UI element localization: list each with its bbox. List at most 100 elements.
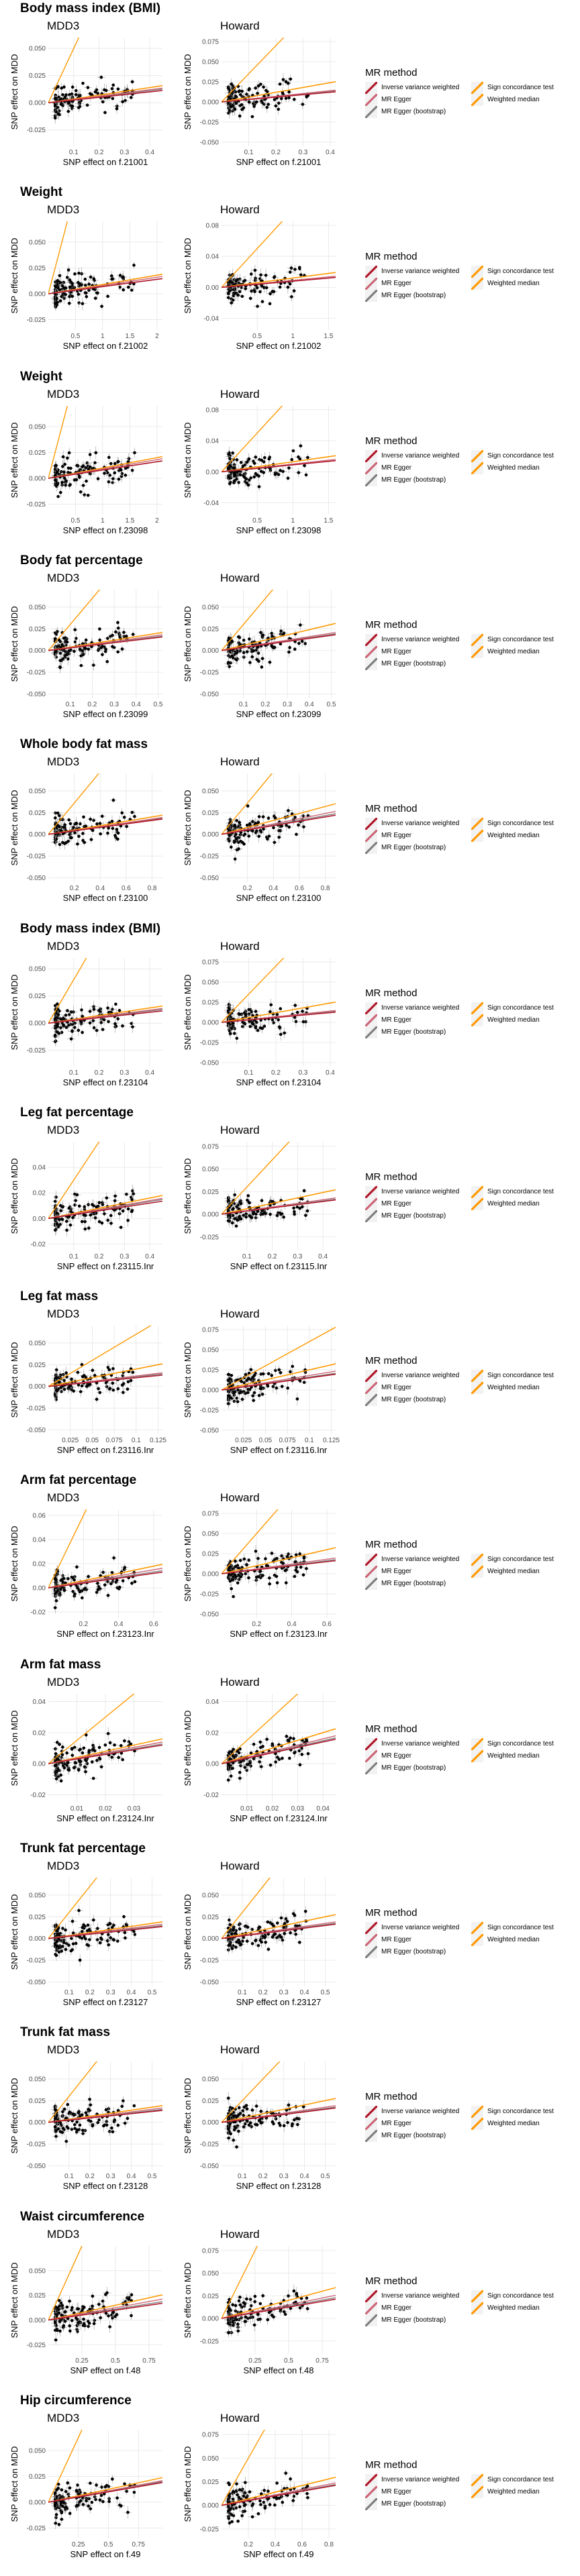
snp-point [292,1732,295,1746]
x-axis-label: SNP effect on f.23116.Inr [230,1445,328,1455]
x-tick-label: 0.25 [72,2541,85,2548]
snp-point [70,282,75,286]
snp-point [225,294,232,301]
snp-point [92,88,99,96]
mr-line-ivw [222,2484,336,2506]
x-tick-label: 0.5 [321,2173,330,2180]
snp-point [236,1216,239,1224]
snp-point [103,1743,107,1748]
x-tick-label: 0.05 [259,1437,273,1444]
snp-point [236,1009,242,1020]
snp-point [230,2135,238,2145]
x-tick-label: 0.2 [271,1069,281,1077]
snp-point [226,1391,230,1401]
legend-title: MR method [365,2459,418,2471]
snp-point [260,299,265,304]
legend-swatch [365,474,377,486]
snp-point [256,2489,266,2499]
snp-point [75,1905,83,1916]
legend-item-label: Inverse variance weighted [381,1556,460,1563]
x-tick-label: 0.3 [298,1069,307,1077]
snp-point [280,629,287,637]
snp-point [131,447,138,458]
panel-title: MDD3 [47,2412,79,2424]
legend-item-label: MR Egger [381,2120,412,2127]
y-tick-label: 0.050 [29,1340,46,1347]
snp-point [64,2135,69,2148]
snp-point [260,1023,264,1034]
snp-point [121,2118,130,2128]
panel-title: Howard [220,388,260,400]
x-tick-label: 0.1 [305,1437,314,1444]
y-axis-label: SNP effect on MDD [9,1342,19,1418]
snp-point [234,476,240,482]
legend-swatch [471,2302,483,2314]
snp-point [122,813,126,822]
snp-point [273,1556,281,1561]
legend-item-label: Weighted median [487,1384,540,1391]
snp-point [299,99,307,109]
legend-swatch [365,278,377,290]
snp-point [276,470,281,479]
snp-point [115,650,121,654]
snp-point [256,1756,263,1768]
y-tick-label: 0.050 [29,2267,46,2275]
snp-point [109,1388,117,1392]
snp-point [69,1937,74,1940]
snp-point [258,1925,261,1929]
x-tick-label: 0.125 [150,1437,166,1444]
snp-point [116,830,120,836]
y-tick-label: 0.00 [206,1761,220,1768]
snp-point [277,2496,281,2500]
snp-point [304,2496,311,2500]
y-tick-label: 0.025 [29,626,46,633]
y-tick-label: 0.000 [29,100,46,107]
y-tick-label: 0.02 [33,1190,46,1197]
section-title: Trunk fat percentage [20,1841,146,1856]
snp-point [263,1937,268,1947]
snp-point [233,1189,236,1201]
snp-point [227,2307,232,2311]
snp-point [78,1953,82,1966]
legend: MR method Inverse variance weighted MR Egg… [365,619,573,670]
snp-point [305,1748,311,1760]
snp-point [63,1224,70,1237]
panel-title: Howard [220,940,260,953]
snp-point [265,2314,270,2325]
snp-point [76,1933,84,1941]
y-tick-label: -0.050 [200,1428,220,1435]
snp-point [54,2507,58,2510]
snp-point [57,1028,61,1038]
y-tick-label: 0.00 [206,284,220,292]
snp-point [295,468,302,478]
y-tick-label: -0.02 [30,1241,46,1248]
snp-point [256,1574,260,1578]
snp-point [103,637,111,640]
snp-point [111,83,115,87]
snp-point [275,1577,279,1589]
snp-point [301,1188,307,1193]
mr-line-sign [222,38,285,103]
snp-point [107,1364,112,1376]
snp-point [298,267,301,271]
y-tick-label: 0.025 [202,1914,219,1921]
legend-swatch [471,2290,483,2302]
snp-point [238,2502,242,2512]
y-axis-label: SNP effect on MDD [183,238,193,314]
legend-item-label: MR Egger [381,1936,412,1943]
snp-point [68,1917,77,1926]
snp-point [248,633,251,645]
snp-point [83,479,89,484]
panel-title: MDD3 [47,203,79,216]
mr-line-sign [48,773,100,835]
snp-point [239,2303,244,2312]
x-tick-label: 0.2 [243,885,252,892]
legend-swatch [365,106,377,118]
snp-point [248,295,253,301]
snp-point [115,824,119,835]
snp-point [60,1947,63,1955]
y-tick-label: 0.00 [33,1216,46,1223]
x-tick-label: 0.3 [293,1253,302,1260]
y-axis-label: SNP effect on MDD [183,606,193,682]
